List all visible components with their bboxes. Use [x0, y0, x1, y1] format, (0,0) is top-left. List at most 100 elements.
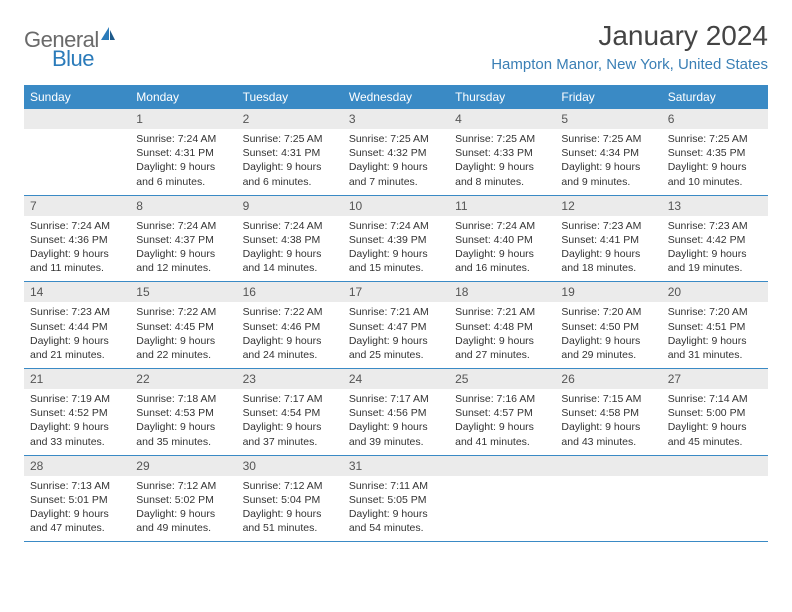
day-number: 9 — [237, 196, 343, 216]
day-info: Sunrise: 7:24 AMSunset: 4:31 PMDaylight:… — [130, 129, 236, 195]
calendar-empty-cell — [662, 455, 768, 542]
calendar-day-cell: 4Sunrise: 7:25 AMSunset: 4:33 PMDaylight… — [449, 109, 555, 195]
day-info: Sunrise: 7:25 AMSunset: 4:34 PMDaylight:… — [555, 129, 661, 195]
day-number: 22 — [130, 369, 236, 389]
weekday-header-row: SundayMondayTuesdayWednesdayThursdayFrid… — [24, 85, 768, 109]
day-info: Sunrise: 7:25 AMSunset: 4:32 PMDaylight:… — [343, 129, 449, 195]
calendar-day-cell: 5Sunrise: 7:25 AMSunset: 4:34 PMDaylight… — [555, 109, 661, 195]
calendar-day-cell: 29Sunrise: 7:12 AMSunset: 5:02 PMDayligh… — [130, 455, 236, 542]
day-info: Sunrise: 7:24 AMSunset: 4:38 PMDaylight:… — [237, 216, 343, 282]
day-info: Sunrise: 7:25 AMSunset: 4:35 PMDaylight:… — [662, 129, 768, 195]
day-info: Sunrise: 7:20 AMSunset: 4:50 PMDaylight:… — [555, 302, 661, 368]
day-info: Sunrise: 7:13 AMSunset: 5:01 PMDaylight:… — [24, 476, 130, 542]
day-info: Sunrise: 7:25 AMSunset: 4:33 PMDaylight:… — [449, 129, 555, 195]
day-number: 29 — [130, 456, 236, 476]
calendar-day-cell: 19Sunrise: 7:20 AMSunset: 4:50 PMDayligh… — [555, 282, 661, 369]
calendar-day-cell: 2Sunrise: 7:25 AMSunset: 4:31 PMDaylight… — [237, 109, 343, 195]
day-info: Sunrise: 7:12 AMSunset: 5:04 PMDaylight:… — [237, 476, 343, 542]
calendar-day-cell: 21Sunrise: 7:19 AMSunset: 4:52 PMDayligh… — [24, 369, 130, 456]
day-number: 4 — [449, 109, 555, 129]
day-number: 16 — [237, 282, 343, 302]
day-number: 20 — [662, 282, 768, 302]
day-info: Sunrise: 7:21 AMSunset: 4:48 PMDaylight:… — [449, 302, 555, 368]
calendar-day-cell: 31Sunrise: 7:11 AMSunset: 5:05 PMDayligh… — [343, 455, 449, 542]
day-number: 2 — [237, 109, 343, 129]
weekday-header: Thursday — [449, 85, 555, 109]
calendar-day-cell: 6Sunrise: 7:25 AMSunset: 4:35 PMDaylight… — [662, 109, 768, 195]
calendar-week-row: 21Sunrise: 7:19 AMSunset: 4:52 PMDayligh… — [24, 369, 768, 456]
calendar-week-row: 14Sunrise: 7:23 AMSunset: 4:44 PMDayligh… — [24, 282, 768, 369]
day-info: Sunrise: 7:19 AMSunset: 4:52 PMDaylight:… — [24, 389, 130, 455]
logo-sail-icon — [99, 26, 117, 47]
day-number: 24 — [343, 369, 449, 389]
day-number: 15 — [130, 282, 236, 302]
day-info: Sunrise: 7:24 AMSunset: 4:39 PMDaylight:… — [343, 216, 449, 282]
day-number: 3 — [343, 109, 449, 129]
calendar-day-cell: 12Sunrise: 7:23 AMSunset: 4:41 PMDayligh… — [555, 195, 661, 282]
day-number: 8 — [130, 196, 236, 216]
calendar-day-cell: 3Sunrise: 7:25 AMSunset: 4:32 PMDaylight… — [343, 109, 449, 195]
day-info: Sunrise: 7:12 AMSunset: 5:02 PMDaylight:… — [130, 476, 236, 542]
day-number: 26 — [555, 369, 661, 389]
calendar-day-cell: 1Sunrise: 7:24 AMSunset: 4:31 PMDaylight… — [130, 109, 236, 195]
day-number: 12 — [555, 196, 661, 216]
month-title: January 2024 — [491, 20, 768, 52]
day-info: Sunrise: 7:21 AMSunset: 4:47 PMDaylight:… — [343, 302, 449, 368]
calendar-empty-cell — [24, 109, 130, 195]
day-info: Sunrise: 7:14 AMSunset: 5:00 PMDaylight:… — [662, 389, 768, 455]
weekday-header: Saturday — [662, 85, 768, 109]
day-number: 30 — [237, 456, 343, 476]
day-info: Sunrise: 7:20 AMSunset: 4:51 PMDaylight:… — [662, 302, 768, 368]
day-info: Sunrise: 7:16 AMSunset: 4:57 PMDaylight:… — [449, 389, 555, 455]
calendar-day-cell: 25Sunrise: 7:16 AMSunset: 4:57 PMDayligh… — [449, 369, 555, 456]
calendar-empty-cell — [555, 455, 661, 542]
day-number: 31 — [343, 456, 449, 476]
day-number: 17 — [343, 282, 449, 302]
day-number: 19 — [555, 282, 661, 302]
day-number: 27 — [662, 369, 768, 389]
day-info: Sunrise: 7:24 AMSunset: 4:37 PMDaylight:… — [130, 216, 236, 282]
calendar-day-cell: 26Sunrise: 7:15 AMSunset: 4:58 PMDayligh… — [555, 369, 661, 456]
day-info: Sunrise: 7:11 AMSunset: 5:05 PMDaylight:… — [343, 476, 449, 542]
day-info: Sunrise: 7:17 AMSunset: 4:56 PMDaylight:… — [343, 389, 449, 455]
calendar-day-cell: 23Sunrise: 7:17 AMSunset: 4:54 PMDayligh… — [237, 369, 343, 456]
calendar-day-cell: 14Sunrise: 7:23 AMSunset: 4:44 PMDayligh… — [24, 282, 130, 369]
day-info: Sunrise: 7:23 AMSunset: 4:44 PMDaylight:… — [24, 302, 130, 368]
logo-text-blue: Blue — [52, 46, 94, 72]
weekday-header: Sunday — [24, 85, 130, 109]
calendar-day-cell: 16Sunrise: 7:22 AMSunset: 4:46 PMDayligh… — [237, 282, 343, 369]
day-info: Sunrise: 7:24 AMSunset: 4:36 PMDaylight:… — [24, 216, 130, 282]
calendar-day-cell: 15Sunrise: 7:22 AMSunset: 4:45 PMDayligh… — [130, 282, 236, 369]
day-number: 23 — [237, 369, 343, 389]
calendar-day-cell: 27Sunrise: 7:14 AMSunset: 5:00 PMDayligh… — [662, 369, 768, 456]
day-info: Sunrise: 7:25 AMSunset: 4:31 PMDaylight:… — [237, 129, 343, 195]
day-number: 7 — [24, 196, 130, 216]
day-number: 10 — [343, 196, 449, 216]
calendar-week-row: 7Sunrise: 7:24 AMSunset: 4:36 PMDaylight… — [24, 195, 768, 282]
calendar-table: SundayMondayTuesdayWednesdayThursdayFrid… — [24, 85, 768, 542]
day-number: 21 — [24, 369, 130, 389]
day-info: Sunrise: 7:22 AMSunset: 4:46 PMDaylight:… — [237, 302, 343, 368]
calendar-day-cell: 8Sunrise: 7:24 AMSunset: 4:37 PMDaylight… — [130, 195, 236, 282]
day-number: 11 — [449, 196, 555, 216]
calendar-day-cell: 17Sunrise: 7:21 AMSunset: 4:47 PMDayligh… — [343, 282, 449, 369]
calendar-day-cell: 13Sunrise: 7:23 AMSunset: 4:42 PMDayligh… — [662, 195, 768, 282]
day-info: Sunrise: 7:23 AMSunset: 4:41 PMDaylight:… — [555, 216, 661, 282]
day-number: 28 — [24, 456, 130, 476]
calendar-week-row: 1Sunrise: 7:24 AMSunset: 4:31 PMDaylight… — [24, 109, 768, 195]
calendar-day-cell: 28Sunrise: 7:13 AMSunset: 5:01 PMDayligh… — [24, 455, 130, 542]
day-info: Sunrise: 7:15 AMSunset: 4:58 PMDaylight:… — [555, 389, 661, 455]
day-info: Sunrise: 7:18 AMSunset: 4:53 PMDaylight:… — [130, 389, 236, 455]
calendar-day-cell: 7Sunrise: 7:24 AMSunset: 4:36 PMDaylight… — [24, 195, 130, 282]
calendar-day-cell: 24Sunrise: 7:17 AMSunset: 4:56 PMDayligh… — [343, 369, 449, 456]
day-number: 5 — [555, 109, 661, 129]
day-number: 18 — [449, 282, 555, 302]
weekday-header: Tuesday — [237, 85, 343, 109]
location-text: Hampton Manor, New York, United States — [491, 56, 768, 73]
day-number: 13 — [662, 196, 768, 216]
calendar-day-cell: 30Sunrise: 7:12 AMSunset: 5:04 PMDayligh… — [237, 455, 343, 542]
day-info: Sunrise: 7:17 AMSunset: 4:54 PMDaylight:… — [237, 389, 343, 455]
calendar-day-cell: 20Sunrise: 7:20 AMSunset: 4:51 PMDayligh… — [662, 282, 768, 369]
day-number: 1 — [130, 109, 236, 129]
day-number: 14 — [24, 282, 130, 302]
